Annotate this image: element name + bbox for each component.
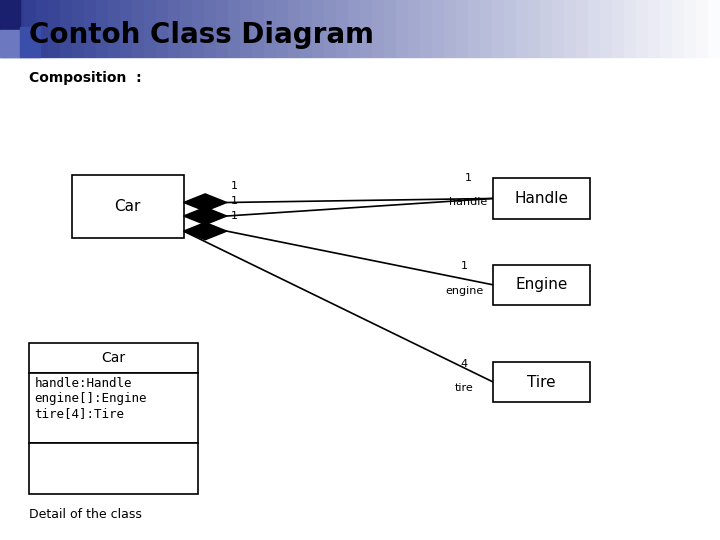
Bar <box>132 0 144 57</box>
Bar <box>240 0 252 57</box>
Text: Engine: Engine <box>516 278 568 292</box>
Bar <box>168 0 180 57</box>
Bar <box>493 265 590 305</box>
Bar <box>312 0 324 57</box>
Bar <box>564 0 576 57</box>
Bar <box>252 0 264 57</box>
Bar <box>216 0 228 57</box>
Bar <box>624 0 636 57</box>
Bar <box>156 0 168 57</box>
Bar <box>384 0 396 57</box>
Bar <box>0 30 20 57</box>
Text: Handle: Handle <box>515 191 569 206</box>
Bar <box>336 0 348 57</box>
Text: Detail of the class: Detail of the class <box>29 508 142 521</box>
Bar <box>396 0 408 57</box>
Text: handle:Handle
engine[]:Engine
tire[4]:Tire: handle:Handle engine[]:Engine tire[4]:Ti… <box>35 377 147 420</box>
Text: Car: Car <box>102 351 125 364</box>
Text: 1: 1 <box>230 196 238 206</box>
Bar <box>636 0 648 57</box>
Bar <box>72 0 84 57</box>
Bar <box>300 0 312 57</box>
Bar <box>72 176 184 238</box>
Bar <box>264 0 276 57</box>
Bar <box>48 0 60 57</box>
Bar <box>468 0 480 57</box>
Bar <box>0 0 20 30</box>
Bar <box>408 0 420 57</box>
Text: Tire: Tire <box>528 375 556 389</box>
Bar <box>492 0 504 57</box>
Bar <box>672 0 684 57</box>
Bar <box>24 0 36 57</box>
Bar <box>420 0 432 57</box>
Text: engine: engine <box>445 286 484 296</box>
Bar <box>29 443 198 494</box>
Bar <box>684 0 696 57</box>
Bar <box>20 27 40 57</box>
Bar <box>108 0 120 57</box>
Bar <box>120 0 132 57</box>
Bar <box>348 0 360 57</box>
Bar <box>576 0 588 57</box>
Text: Composition  :: Composition : <box>29 71 141 85</box>
Text: 4: 4 <box>461 359 468 368</box>
Bar <box>444 0 456 57</box>
Bar <box>360 0 372 57</box>
Text: Contoh Class Diagram: Contoh Class Diagram <box>29 21 374 49</box>
Text: 1: 1 <box>230 211 238 221</box>
Bar <box>0 0 12 57</box>
Text: 1: 1 <box>461 261 468 271</box>
Bar <box>493 178 590 219</box>
Polygon shape <box>184 222 227 240</box>
Bar <box>276 0 288 57</box>
Bar <box>588 0 600 57</box>
Bar <box>192 0 204 57</box>
Polygon shape <box>184 194 227 211</box>
Bar <box>660 0 672 57</box>
Bar <box>504 0 516 57</box>
Bar <box>144 0 156 57</box>
Bar <box>60 0 72 57</box>
Bar <box>29 343 198 373</box>
Bar <box>96 0 108 57</box>
Bar <box>180 0 192 57</box>
Bar <box>516 0 528 57</box>
Bar <box>204 0 216 57</box>
Bar <box>708 0 720 57</box>
Bar <box>288 0 300 57</box>
Bar <box>552 0 564 57</box>
Bar <box>372 0 384 57</box>
Bar <box>696 0 708 57</box>
Bar <box>648 0 660 57</box>
Bar <box>36 0 48 57</box>
Bar <box>29 373 198 443</box>
Bar <box>432 0 444 57</box>
Bar <box>228 0 240 57</box>
Bar <box>480 0 492 57</box>
Text: Car: Car <box>114 199 141 214</box>
Bar <box>12 0 24 57</box>
Polygon shape <box>184 207 227 225</box>
Bar <box>324 0 336 57</box>
Bar <box>456 0 468 57</box>
Bar <box>540 0 552 57</box>
Bar <box>612 0 624 57</box>
Text: handle: handle <box>449 197 487 207</box>
Text: 1: 1 <box>230 180 238 191</box>
Text: tire: tire <box>455 383 474 393</box>
Text: 1: 1 <box>464 173 472 184</box>
Bar <box>84 0 96 57</box>
Bar <box>493 362 590 402</box>
Bar <box>528 0 540 57</box>
Bar <box>600 0 612 57</box>
